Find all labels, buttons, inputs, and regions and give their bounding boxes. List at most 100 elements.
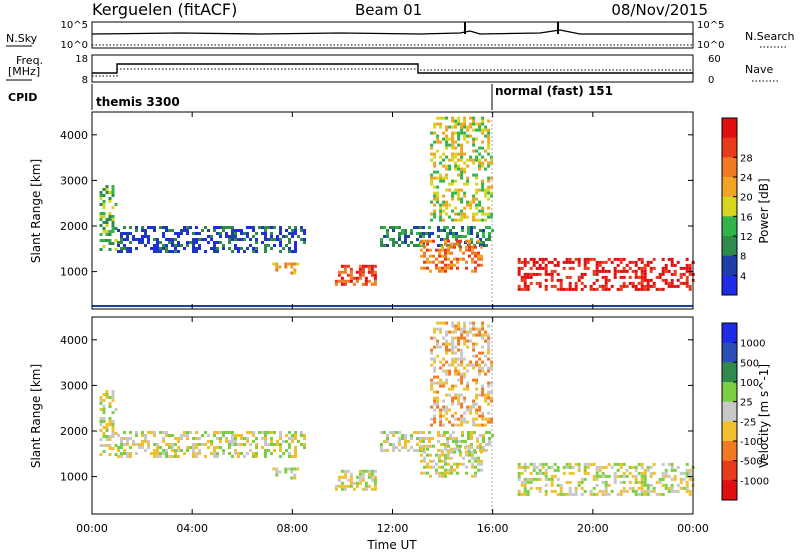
echo-cell [258, 226, 261, 229]
echo-cell [685, 480, 689, 484]
echo-cell [448, 363, 452, 367]
echo-cell [99, 402, 103, 405]
echo-cell [616, 462, 620, 466]
echo-cell [482, 449, 485, 452]
echo-cell [451, 143, 455, 147]
echo-cell [255, 443, 258, 446]
y-tick-label: 4000 [60, 334, 88, 347]
echo-cell [538, 477, 542, 481]
echo-cell [120, 452, 123, 455]
echo-cell [433, 375, 437, 379]
echo-cell [480, 263, 483, 267]
echo-cell [111, 194, 115, 197]
velocity-colorbar-label: Velocity [m s^-1] [757, 364, 771, 468]
echo-cell [625, 468, 629, 472]
echo-cell [430, 158, 434, 162]
echo-cell [477, 257, 480, 261]
colorbar-segment [722, 441, 737, 462]
echo-cell [556, 483, 560, 487]
echo-cell [410, 437, 413, 440]
echo-cell [461, 226, 464, 229]
echo-cell [523, 287, 527, 291]
echo-cell [445, 206, 449, 210]
echo-cell [430, 357, 434, 361]
echo-cell [420, 254, 423, 258]
echo-cell [538, 257, 542, 261]
echo-cell [679, 486, 683, 490]
echo-cell [120, 446, 123, 449]
echo-cell [364, 487, 368, 491]
echo-cell [380, 241, 383, 244]
echo-cell [99, 429, 103, 432]
echo-cell [192, 437, 195, 440]
echo-cell [463, 324, 467, 328]
echo-cell [441, 260, 444, 264]
echo-cell [129, 250, 132, 253]
echo-cell [261, 241, 264, 244]
echo-cell [532, 462, 536, 466]
echo-cell [475, 188, 479, 192]
echo-cell [487, 336, 491, 340]
echo-cell [285, 229, 288, 232]
echo-cell [225, 232, 228, 235]
echo-cell [520, 465, 524, 469]
echo-cell [487, 351, 491, 355]
echo-cell [487, 384, 491, 388]
echo-cell [183, 431, 186, 434]
echo-cell [183, 226, 186, 229]
echo-cell [454, 161, 458, 165]
echo-cell [102, 411, 106, 414]
echo-cell [466, 363, 470, 367]
echo-cell [465, 260, 468, 264]
echo-cell [272, 467, 276, 471]
echo-cell [228, 238, 231, 241]
echo-cell [481, 327, 485, 331]
echo-cell [425, 232, 428, 235]
echo-cell [604, 483, 608, 487]
echo-cell [478, 330, 482, 334]
echo-cell [445, 348, 449, 352]
echo-cell [120, 443, 123, 446]
echo-cell [465, 239, 468, 243]
echo-cell [383, 440, 386, 443]
echo-cell [430, 218, 434, 222]
echo-cell [285, 434, 288, 437]
echo-cell [526, 260, 530, 264]
echo-cell [216, 446, 219, 449]
echo-cell [482, 434, 485, 437]
echo-cell [439, 218, 443, 222]
echo-cell [459, 444, 462, 448]
echo-cell [476, 232, 479, 235]
echo-cell [108, 200, 112, 203]
echo-cell [231, 250, 234, 253]
echo-cell [370, 264, 374, 268]
echo-cell [177, 232, 180, 235]
echo-cell [463, 131, 467, 135]
echo-cell [433, 414, 437, 418]
echo-cell [477, 468, 480, 472]
echo-cell [451, 324, 455, 328]
echo-cell [451, 194, 455, 198]
echo-cell [601, 480, 605, 484]
echo-cell [440, 449, 443, 452]
echo-cell [117, 229, 120, 232]
echo-cell [102, 230, 106, 233]
echo-cell [616, 468, 620, 472]
echo-cell [488, 232, 491, 235]
echo-cell [643, 471, 647, 475]
echo-cell [444, 459, 447, 463]
echo-cell [255, 437, 258, 440]
echo-cell [180, 229, 183, 232]
echo-cell [589, 492, 593, 496]
echo-cell [246, 247, 249, 250]
echo-cell [433, 360, 437, 364]
echo-cell [556, 263, 560, 267]
colorbar-tick-label: 20 [740, 193, 753, 204]
echo-cell [186, 449, 189, 452]
echo-cell [171, 449, 174, 452]
echo-cell [475, 396, 479, 400]
echo-cell [261, 431, 264, 434]
echo-cell [568, 287, 572, 291]
echo-cell [386, 229, 389, 232]
